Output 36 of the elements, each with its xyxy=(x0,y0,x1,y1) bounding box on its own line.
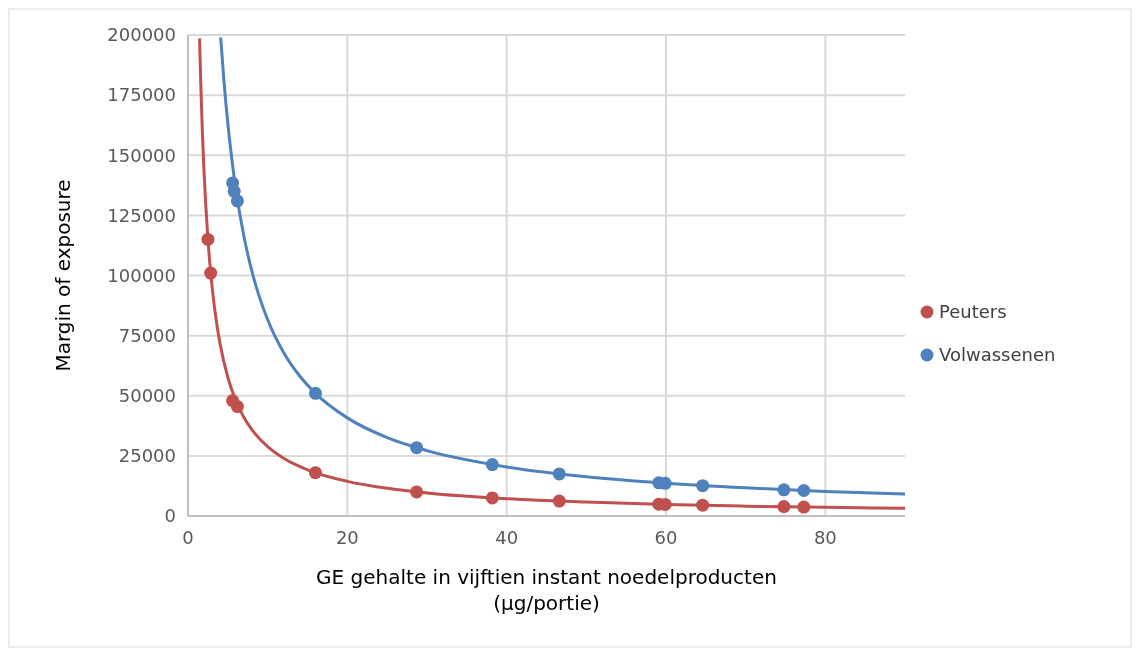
point xyxy=(308,466,322,480)
point xyxy=(485,458,499,472)
point xyxy=(696,498,710,512)
x-tick-label: 80 xyxy=(813,527,837,548)
y-tick-label: 200000 xyxy=(107,24,176,46)
legend-label: Peuters xyxy=(939,301,1007,323)
x-tick-label: 40 xyxy=(495,527,519,548)
y-tick-label: 150000 xyxy=(107,144,176,166)
y-tick-label: 75000 xyxy=(118,324,176,346)
point xyxy=(777,483,791,497)
point xyxy=(230,400,244,414)
point xyxy=(797,500,811,514)
point xyxy=(308,386,322,400)
y-tick-label: 100000 xyxy=(107,264,176,286)
y-axis-title: Margin of exposure xyxy=(51,179,75,372)
point xyxy=(410,485,424,499)
x-tick-label: 0 xyxy=(182,527,194,548)
point xyxy=(485,491,499,505)
point xyxy=(552,467,566,481)
point xyxy=(777,500,791,514)
point xyxy=(696,479,710,493)
x-axis-title: GE gehalte in vijftien instant noedelproducten (µg/portie) xyxy=(316,565,777,615)
x-tick-label: 20 xyxy=(335,527,359,548)
point xyxy=(797,484,811,498)
x-tick-label: 60 xyxy=(654,527,678,548)
point xyxy=(201,232,215,246)
point xyxy=(230,194,244,208)
legend-label: Volwassenen xyxy=(939,344,1056,366)
y-tick-label: 50000 xyxy=(118,385,176,407)
y-tick-label: 125000 xyxy=(107,204,176,226)
y-tick-label: 25000 xyxy=(118,445,176,467)
point xyxy=(204,266,218,280)
point xyxy=(410,441,424,455)
y-tick-label: 175000 xyxy=(107,84,176,106)
y-tick-label: 0 xyxy=(164,505,176,527)
point xyxy=(552,494,566,508)
